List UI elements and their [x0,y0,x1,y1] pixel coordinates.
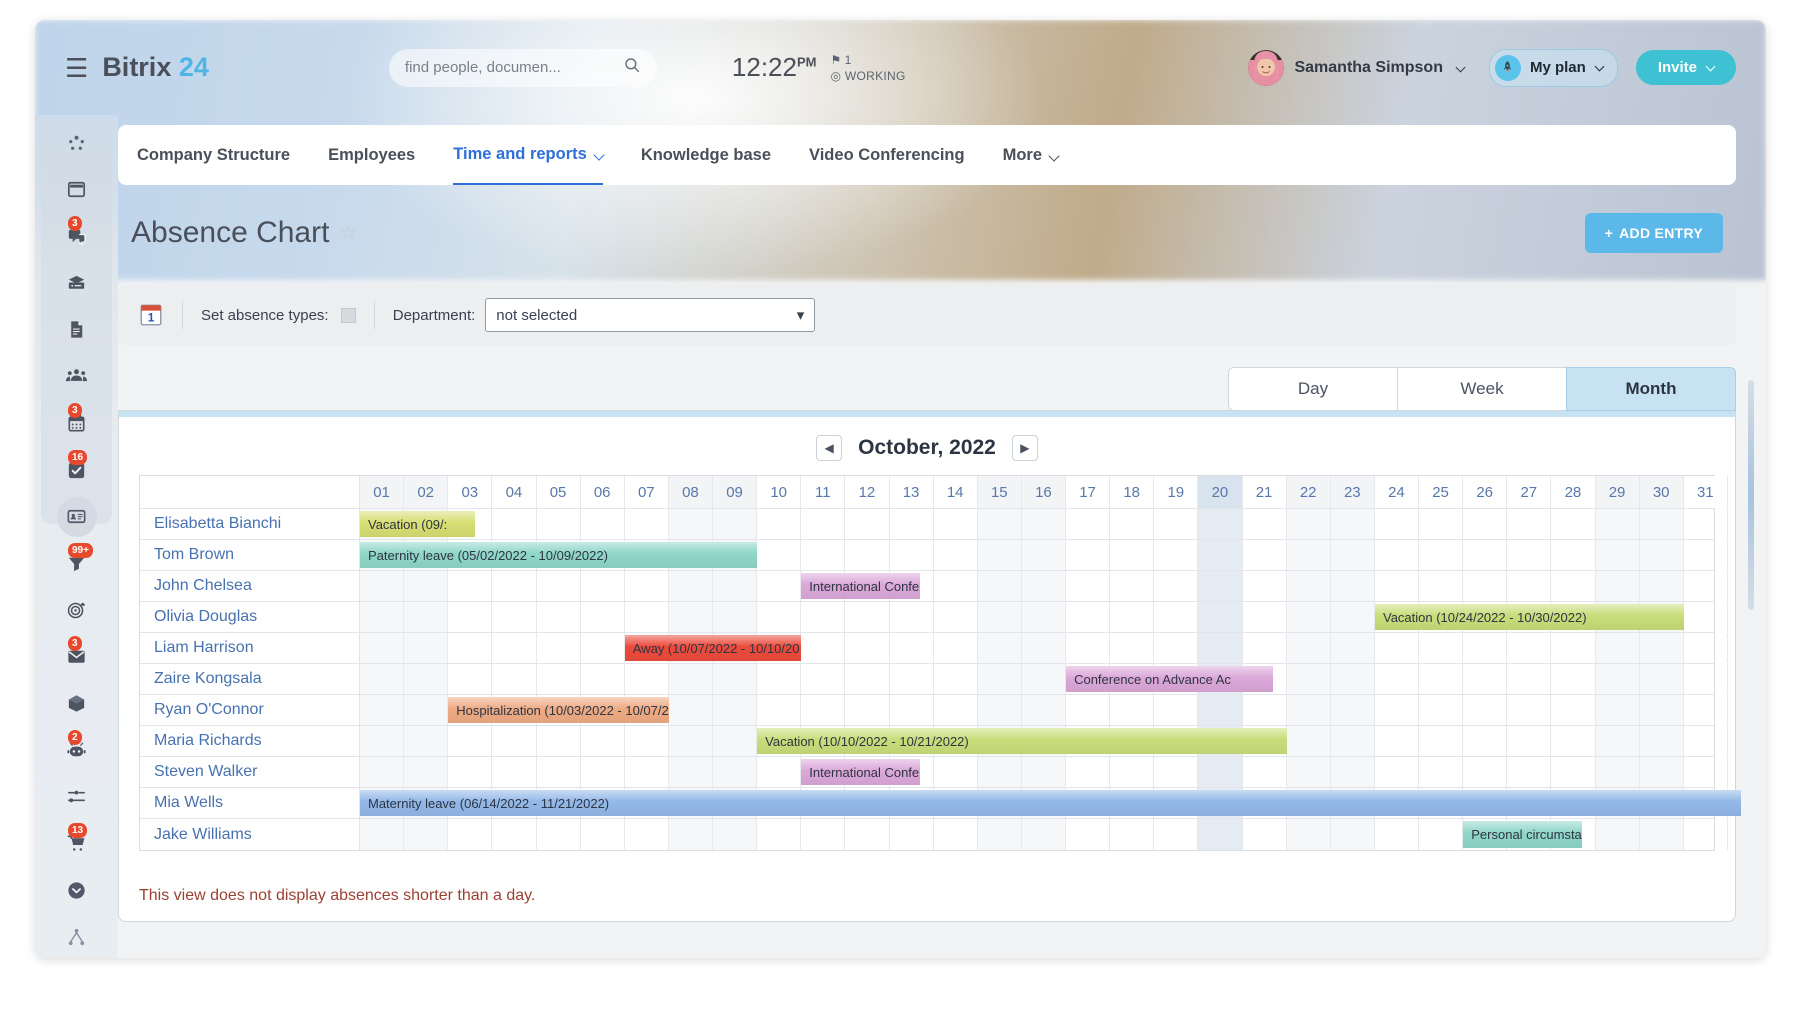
svg-text:1: 1 [148,311,155,325]
